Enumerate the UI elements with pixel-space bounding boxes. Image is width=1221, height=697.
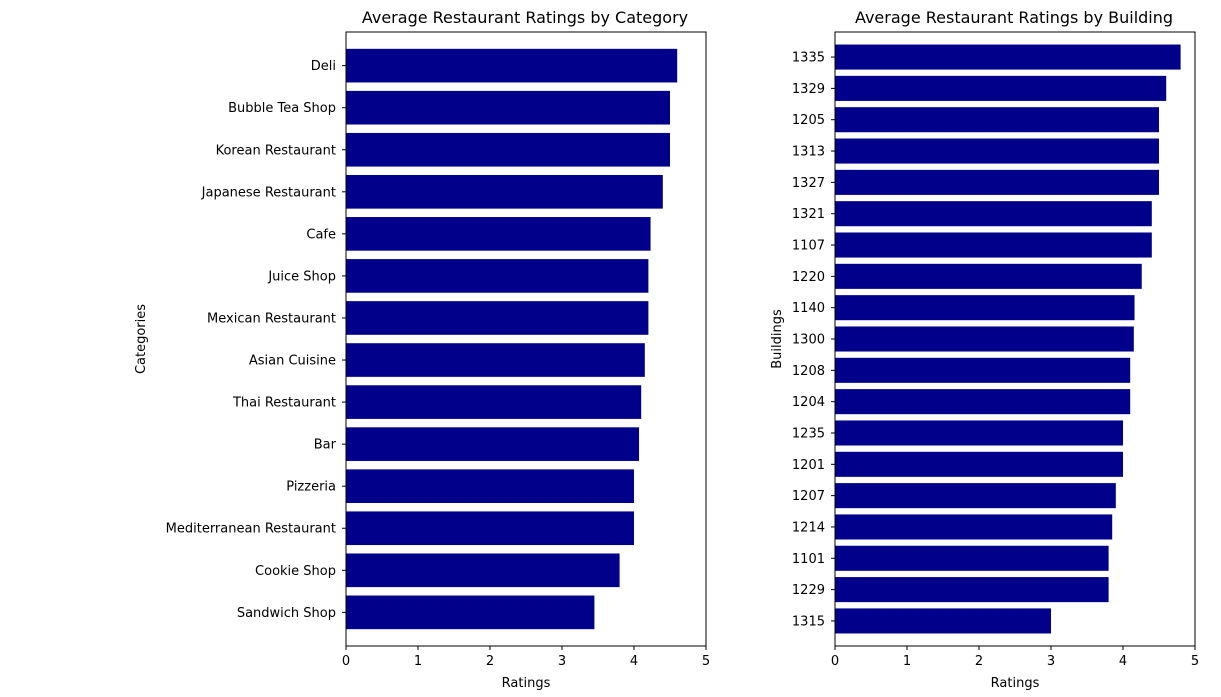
category-y-tick-label: Deli	[311, 59, 336, 74]
building-bar	[835, 107, 1159, 133]
building-y-tick-label: 1315	[792, 614, 825, 629]
category-bar	[346, 469, 634, 504]
category-y-tick-label: Sandwich Shop	[237, 606, 336, 621]
building-bar	[835, 608, 1051, 634]
category-y-tick-label: Korean Restaurant	[216, 143, 336, 158]
building-bar	[835, 295, 1135, 321]
building-y-tick-label: 1214	[792, 520, 825, 535]
building-y-axis-label: Buildings	[770, 309, 785, 369]
building-y-tick-label: 1204	[792, 395, 825, 410]
category-y-tick-label: Japanese Restaurant	[201, 185, 336, 200]
category-bar	[346, 511, 634, 546]
building-y-tick-label: 1205	[792, 113, 825, 128]
building-y-tick-label: 1229	[792, 583, 825, 598]
building-y-tick-label: 1327	[792, 176, 825, 191]
category-x-tick-label: 2	[486, 654, 494, 669]
category-bar	[346, 90, 670, 125]
category-chart: Average Restaurant Ratings by Category D…	[134, 8, 710, 691]
category-bar	[346, 132, 670, 167]
building-x-tick-label: 3	[1047, 654, 1055, 669]
building-bar	[835, 44, 1181, 70]
building-bar	[835, 357, 1131, 383]
building-y-tick-label: 1101	[792, 552, 825, 567]
building-plot-area: 1335132912051313132713211107122011401300…	[792, 44, 1199, 669]
building-bar	[835, 326, 1134, 352]
building-bar	[835, 420, 1123, 446]
building-bar	[835, 201, 1152, 227]
building-chart: Average Restaurant Ratings by Building 1…	[770, 8, 1199, 691]
building-bar	[835, 138, 1159, 164]
building-y-tick-label: 1220	[792, 270, 825, 285]
building-y-tick-label: 1107	[792, 239, 825, 254]
category-y-tick-label: Pizzeria	[286, 480, 336, 495]
category-bar	[346, 48, 678, 83]
building-bar	[835, 232, 1152, 258]
building-plot-frame	[834, 31, 1196, 647]
building-y-tick-label: 1208	[792, 364, 825, 379]
category-x-tick-label: 0	[342, 654, 350, 669]
category-chart-title: Average Restaurant Ratings by Category	[362, 8, 688, 27]
category-bar	[346, 595, 595, 630]
building-y-tick-label: 1329	[792, 82, 825, 97]
category-y-tick-label: Cafe	[306, 227, 336, 242]
building-x-tick-label: 1	[903, 654, 911, 669]
building-bar	[835, 545, 1109, 571]
category-plot-frame	[345, 31, 707, 647]
category-x-tick-label: 5	[702, 654, 710, 669]
building-bar	[835, 577, 1109, 603]
building-bar	[835, 483, 1116, 509]
category-bar	[346, 427, 640, 461]
building-chart-title: Average Restaurant Ratings by Building	[855, 8, 1173, 27]
building-y-tick-label: 1201	[792, 458, 825, 473]
building-y-tick-label: 1235	[792, 426, 825, 441]
building-bar	[835, 389, 1131, 415]
category-y-tick-label: Bubble Tea Shop	[228, 101, 336, 116]
category-bar	[346, 343, 645, 377]
category-bar	[346, 301, 649, 335]
building-x-tick-label: 2	[975, 654, 983, 669]
category-x-tick-label: 4	[630, 654, 638, 669]
building-x-axis-label: Ratings	[991, 676, 1040, 691]
category-y-tick-label: Mexican Restaurant	[207, 311, 336, 326]
building-y-tick-label: 1321	[792, 207, 825, 222]
building-bar	[835, 263, 1142, 289]
building-bar	[835, 514, 1113, 540]
category-x-axis-label: Ratings	[502, 676, 551, 691]
category-x-tick-label: 3	[558, 654, 566, 669]
building-y-tick-label: 1335	[792, 51, 825, 66]
category-bar	[346, 553, 620, 588]
building-y-tick-label: 1207	[792, 489, 825, 504]
category-y-tick-label: Thai Restaurant	[232, 396, 336, 411]
category-x-tick-label: 1	[414, 654, 422, 669]
category-y-tick-label: Juice Shop	[267, 269, 336, 284]
category-plot-area: Deli Bubble Tea Shop Korean Restaurant Japa…	[166, 48, 710, 669]
category-y-axis-label: Categories	[134, 304, 149, 374]
category-bar	[346, 217, 651, 251]
building-x-tick-label: 4	[1119, 654, 1127, 669]
category-bar	[346, 259, 649, 293]
building-bar	[835, 169, 1159, 195]
building-x-tick-label: 0	[831, 654, 839, 669]
category-y-tick-label: Mediterranean Restaurant	[166, 522, 336, 537]
building-y-tick-label: 1300	[792, 333, 825, 348]
building-bar	[835, 451, 1123, 477]
building-y-tick-label: 1313	[792, 145, 825, 160]
building-y-tick-label: 1140	[792, 301, 825, 316]
category-y-tick-label: Bar	[314, 438, 337, 453]
category-y-tick-label: Asian Cuisine	[249, 354, 336, 369]
building-x-tick-label: 5	[1191, 654, 1199, 669]
building-bar	[835, 75, 1167, 101]
category-bar	[346, 385, 642, 419]
category-y-tick-label: Cookie Shop	[255, 564, 336, 579]
category-bar	[346, 174, 663, 209]
